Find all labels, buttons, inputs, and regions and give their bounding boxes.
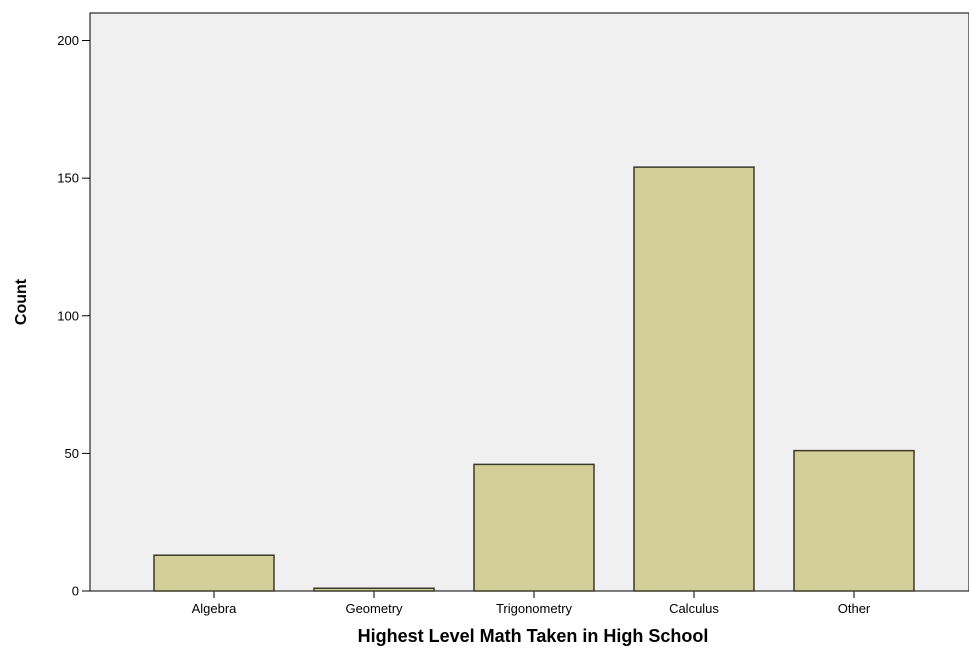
y-tick-label: 200	[57, 33, 79, 48]
y-tick-label: 100	[57, 308, 79, 323]
y-tick-label: 50	[65, 446, 79, 461]
y-tick-label: 0	[72, 584, 79, 599]
bar-algebra	[153, 554, 275, 592]
bar-other	[793, 449, 915, 592]
y-tick-label: 150	[57, 171, 79, 186]
bar-calculus	[633, 166, 755, 592]
x-tick-label: Algebra	[192, 601, 238, 616]
x-axis: Algebra Geometry Trigonometry Calculus Other	[192, 591, 871, 616]
y-axis: 0 50 100 150 200	[57, 33, 90, 599]
x-tick-label: Other	[838, 601, 871, 616]
x-tick-label: Geometry	[345, 601, 403, 616]
bars	[153, 166, 915, 592]
bar-geometry	[313, 587, 435, 592]
bar-trigonometry	[473, 463, 595, 592]
x-axis-title: Highest Level Math Taken in High School	[358, 626, 709, 646]
x-tick-label: Trigonometry	[496, 601, 573, 616]
y-axis-title: Count	[13, 278, 30, 325]
x-tick-label: Calculus	[669, 601, 719, 616]
